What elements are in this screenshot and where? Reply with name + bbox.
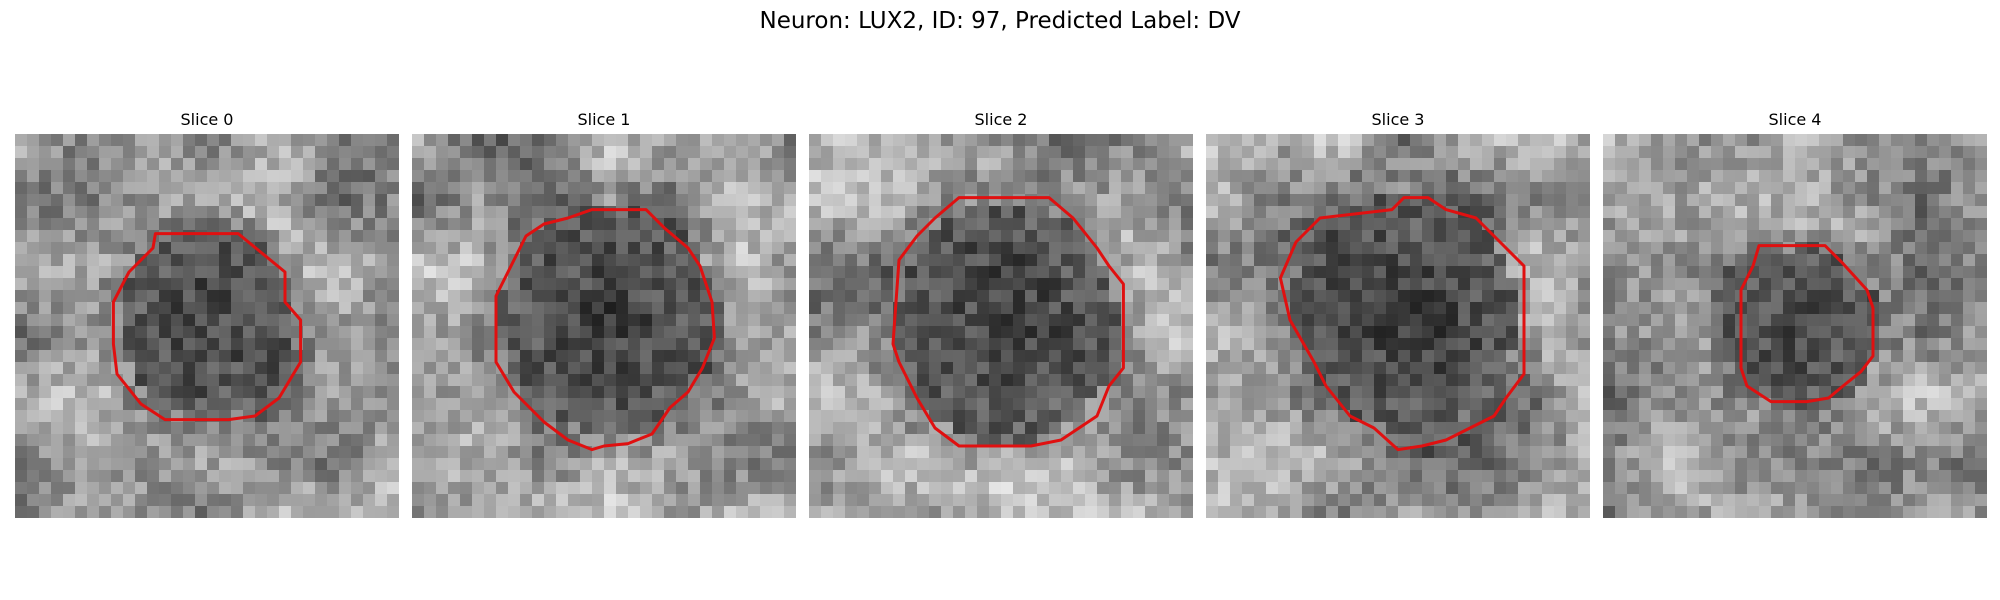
slice-panel-2: Slice 2 bbox=[809, 108, 1193, 518]
slice-panel-0: Slice 0 bbox=[15, 108, 399, 518]
slice-panel-3: Slice 3 bbox=[1206, 108, 1590, 518]
segmentation-contour bbox=[1739, 244, 1875, 404]
slice-image bbox=[809, 134, 1193, 518]
slice-panel-1: Slice 1 bbox=[412, 108, 796, 518]
segmentation-contour bbox=[494, 208, 716, 452]
slice-image bbox=[1603, 134, 1987, 518]
slice-title: Slice 4 bbox=[1768, 110, 1822, 129]
slice-image bbox=[15, 134, 399, 518]
slice-title: Slice 0 bbox=[180, 110, 234, 129]
segmentation-contour bbox=[111, 232, 303, 422]
slice-image bbox=[1206, 134, 1590, 518]
segmentation-contour bbox=[891, 196, 1125, 448]
slice-title: Slice 3 bbox=[1371, 110, 1425, 129]
slice-panel-4: Slice 4 bbox=[1603, 108, 1987, 518]
slice-title: Slice 1 bbox=[577, 110, 631, 129]
figure-title: Neuron: LUX2, ID: 97, Predicted Label: D… bbox=[759, 8, 1241, 34]
slice-image bbox=[412, 134, 796, 518]
slice-title: Slice 2 bbox=[974, 110, 1028, 129]
segmentation-contour bbox=[1278, 196, 1526, 452]
